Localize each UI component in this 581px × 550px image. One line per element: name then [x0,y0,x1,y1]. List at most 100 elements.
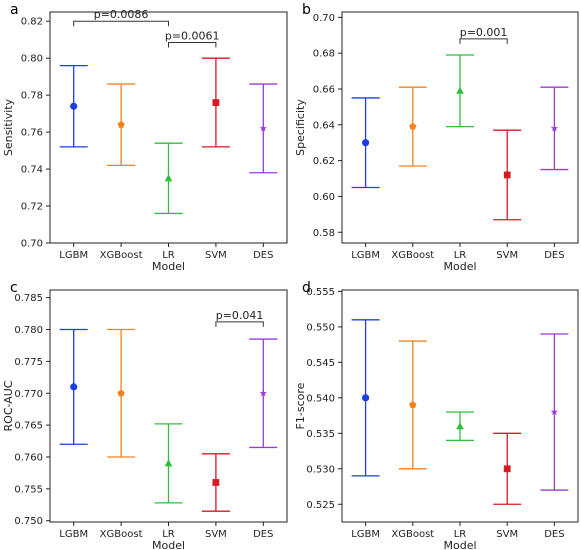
x-tick-label: SVM [205,250,227,261]
point-lr [456,86,464,94]
y-axis-title: ROC-AUC [2,380,15,431]
point-svm [503,171,511,179]
p-value-label: p=0.041 [216,309,264,322]
x-axis-title: Model [443,260,476,273]
panel-letter: c [10,280,18,296]
y-tick-label: 0.785 [14,293,43,304]
point-svm [212,479,220,486]
point-xgboost [117,389,125,397]
errorbar-lr [446,54,474,128]
y-tick-label: 0.64 [313,120,335,131]
point-lgbm [70,383,78,391]
y-tick-label: 0.70 [313,13,335,24]
panel-d: 0.525 0.530 0.535 0.540 0.545 0.550 0.555 LGBM X… [294,280,579,550]
y-tick-label: 0.555 [306,287,335,298]
x-axis-title: Model [443,539,476,550]
errorbar-lgbm [59,328,88,445]
errorbar-svm [493,432,522,505]
x-tick-label: DES [544,529,564,540]
x-tick-label: XGBoost [100,250,143,261]
y-tick-label: 0.62 [313,156,335,167]
errorbar-des [540,86,569,171]
errorbar-svm [201,57,230,148]
point-svm [503,465,511,473]
x-tick-label: XGBoost [100,529,143,540]
x-tick-label: LGBM [351,529,380,540]
plot-frame [341,289,579,523]
errorbar-xgboost [107,328,136,458]
point-des [259,389,267,397]
point-xgboost [117,120,125,128]
point-lgbm [362,394,370,402]
point-lr [456,422,464,430]
p-value-label: p=0.0086 [94,8,149,21]
x-tick-label: SVM [496,529,518,540]
point-lgbm [362,139,370,147]
y-tick-label: 0.780 [14,325,43,336]
y-tick-label: 0.775 [14,357,43,368]
errorbar-lgbm [351,97,380,189]
x-axis-title: Model [152,539,185,550]
errorbar-xgboost [107,83,136,167]
y-tick-label: 0.750 [14,516,43,527]
x-tick-label: XGBoost [391,250,434,261]
errorbar-des [540,333,569,491]
significance-bracket: p=0.041 [215,309,264,327]
x-tick-label: LR [162,250,175,261]
x-tick-label: DES [253,529,273,540]
errorbar-des [249,83,278,174]
y-tick-label: 0.68 [313,49,335,60]
y-tick-label: 0.530 [306,464,335,475]
bracket-line [215,321,264,327]
x-tick-label: LR [454,529,467,540]
panel-letter: a [10,2,19,18]
x-tick-label: DES [544,250,564,261]
panel-a: 0.70 0.72 0.74 0.76 0.78 0.80 0.82 LGBM XGBoost L… [2,2,288,273]
errorbar-lr [154,142,183,215]
point-des [550,408,559,416]
y-tick-label: 0.755 [14,484,43,495]
x-tick-label: XGBoost [391,529,434,540]
significance-bracket: p=0.0061 [165,29,220,48]
y-tick-label: 0.765 [14,421,43,432]
errorbar-lr [446,411,474,442]
y-tick-label: 0.760 [14,452,43,463]
point-svm [212,99,220,106]
plot-frame [341,11,579,244]
bracket-line [459,38,508,44]
bracket-line [73,20,169,27]
x-tick-label: LGBM [59,529,88,540]
errorbar-lr [154,423,183,504]
point-des [259,124,267,132]
y-tick-label: 0.80 [21,54,43,65]
y-tick-label: 0.74 [21,165,43,176]
bracket-line [168,41,217,48]
x-tick-label: SVM [496,250,518,261]
point-des [550,124,559,132]
panel-letter: b [302,2,311,18]
x-tick-label: LGBM [59,250,88,261]
y-tick-label: 0.535 [306,429,335,440]
x-tick-label: LGBM [351,250,380,261]
point-lgbm [70,102,78,110]
errorbar-xgboost [398,86,427,167]
panel-b: 0.58 0.60 0.62 0.64 0.66 0.68 0.70 LGBM XGBoost L… [294,2,579,273]
x-tick-label: SVM [205,529,227,540]
p-value-label: p=0.0061 [165,29,220,42]
point-xgboost [409,122,417,130]
y-axis-title: F1-score [294,382,307,429]
y-axis-title: Sensitivity [2,98,15,156]
panel-letter: d [302,280,311,296]
y-tick-label: 0.550 [306,322,335,333]
y-tick-label: 0.545 [306,358,335,369]
errorbar-des [249,338,278,449]
y-tick-label: 0.78 [21,91,43,102]
point-xgboost [409,401,417,409]
y-tick-label: 0.72 [21,202,43,213]
errorbar-lgbm [59,64,88,148]
point-lr [164,459,173,467]
y-tick-label: 0.525 [306,500,335,511]
y-tick-label: 0.66 [313,85,335,96]
x-axis-title: Model [152,260,185,273]
